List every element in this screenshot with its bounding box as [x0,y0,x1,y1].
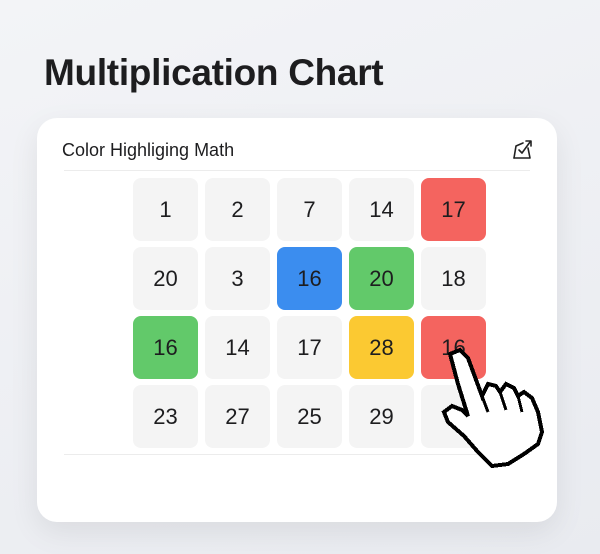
page-title: Multiplication Chart [44,52,384,93]
grid-cell[interactable]: 17 [421,178,486,241]
grid-cell[interactable]: 16 [133,316,198,379]
grid-cell[interactable]: 1 [133,178,198,241]
hand-pointer-icon [441,347,545,469]
grid-cell[interactable]: 2 [205,178,270,241]
divider [64,454,530,455]
grid-cell[interactable]: 29 [349,385,414,448]
card-heading: Color Highliging Math [62,140,235,160]
grid-cell[interactable]: 28 [349,316,414,379]
grid-cell[interactable]: 27 [205,385,270,448]
grid-cell[interactable]: 16 [277,247,342,310]
grid-cell[interactable]: 25 [277,385,342,448]
grid-cell[interactable]: 3 [205,247,270,310]
grid-cell[interactable]: 23 [133,385,198,448]
grid-cell[interactable]: 7 [277,178,342,241]
grid-cell[interactable]: 17 [277,316,342,379]
edit-chart-icon[interactable] [511,138,533,160]
grid-cell[interactable]: 20 [349,247,414,310]
grid-cell[interactable]: 18 [421,247,486,310]
grid-cell[interactable]: 14 [205,316,270,379]
divider [64,170,530,171]
grid-cell[interactable]: 14 [349,178,414,241]
number-grid: 12714172031620181614172816232725292 [133,178,486,448]
grid-cell[interactable]: 20 [133,247,198,310]
